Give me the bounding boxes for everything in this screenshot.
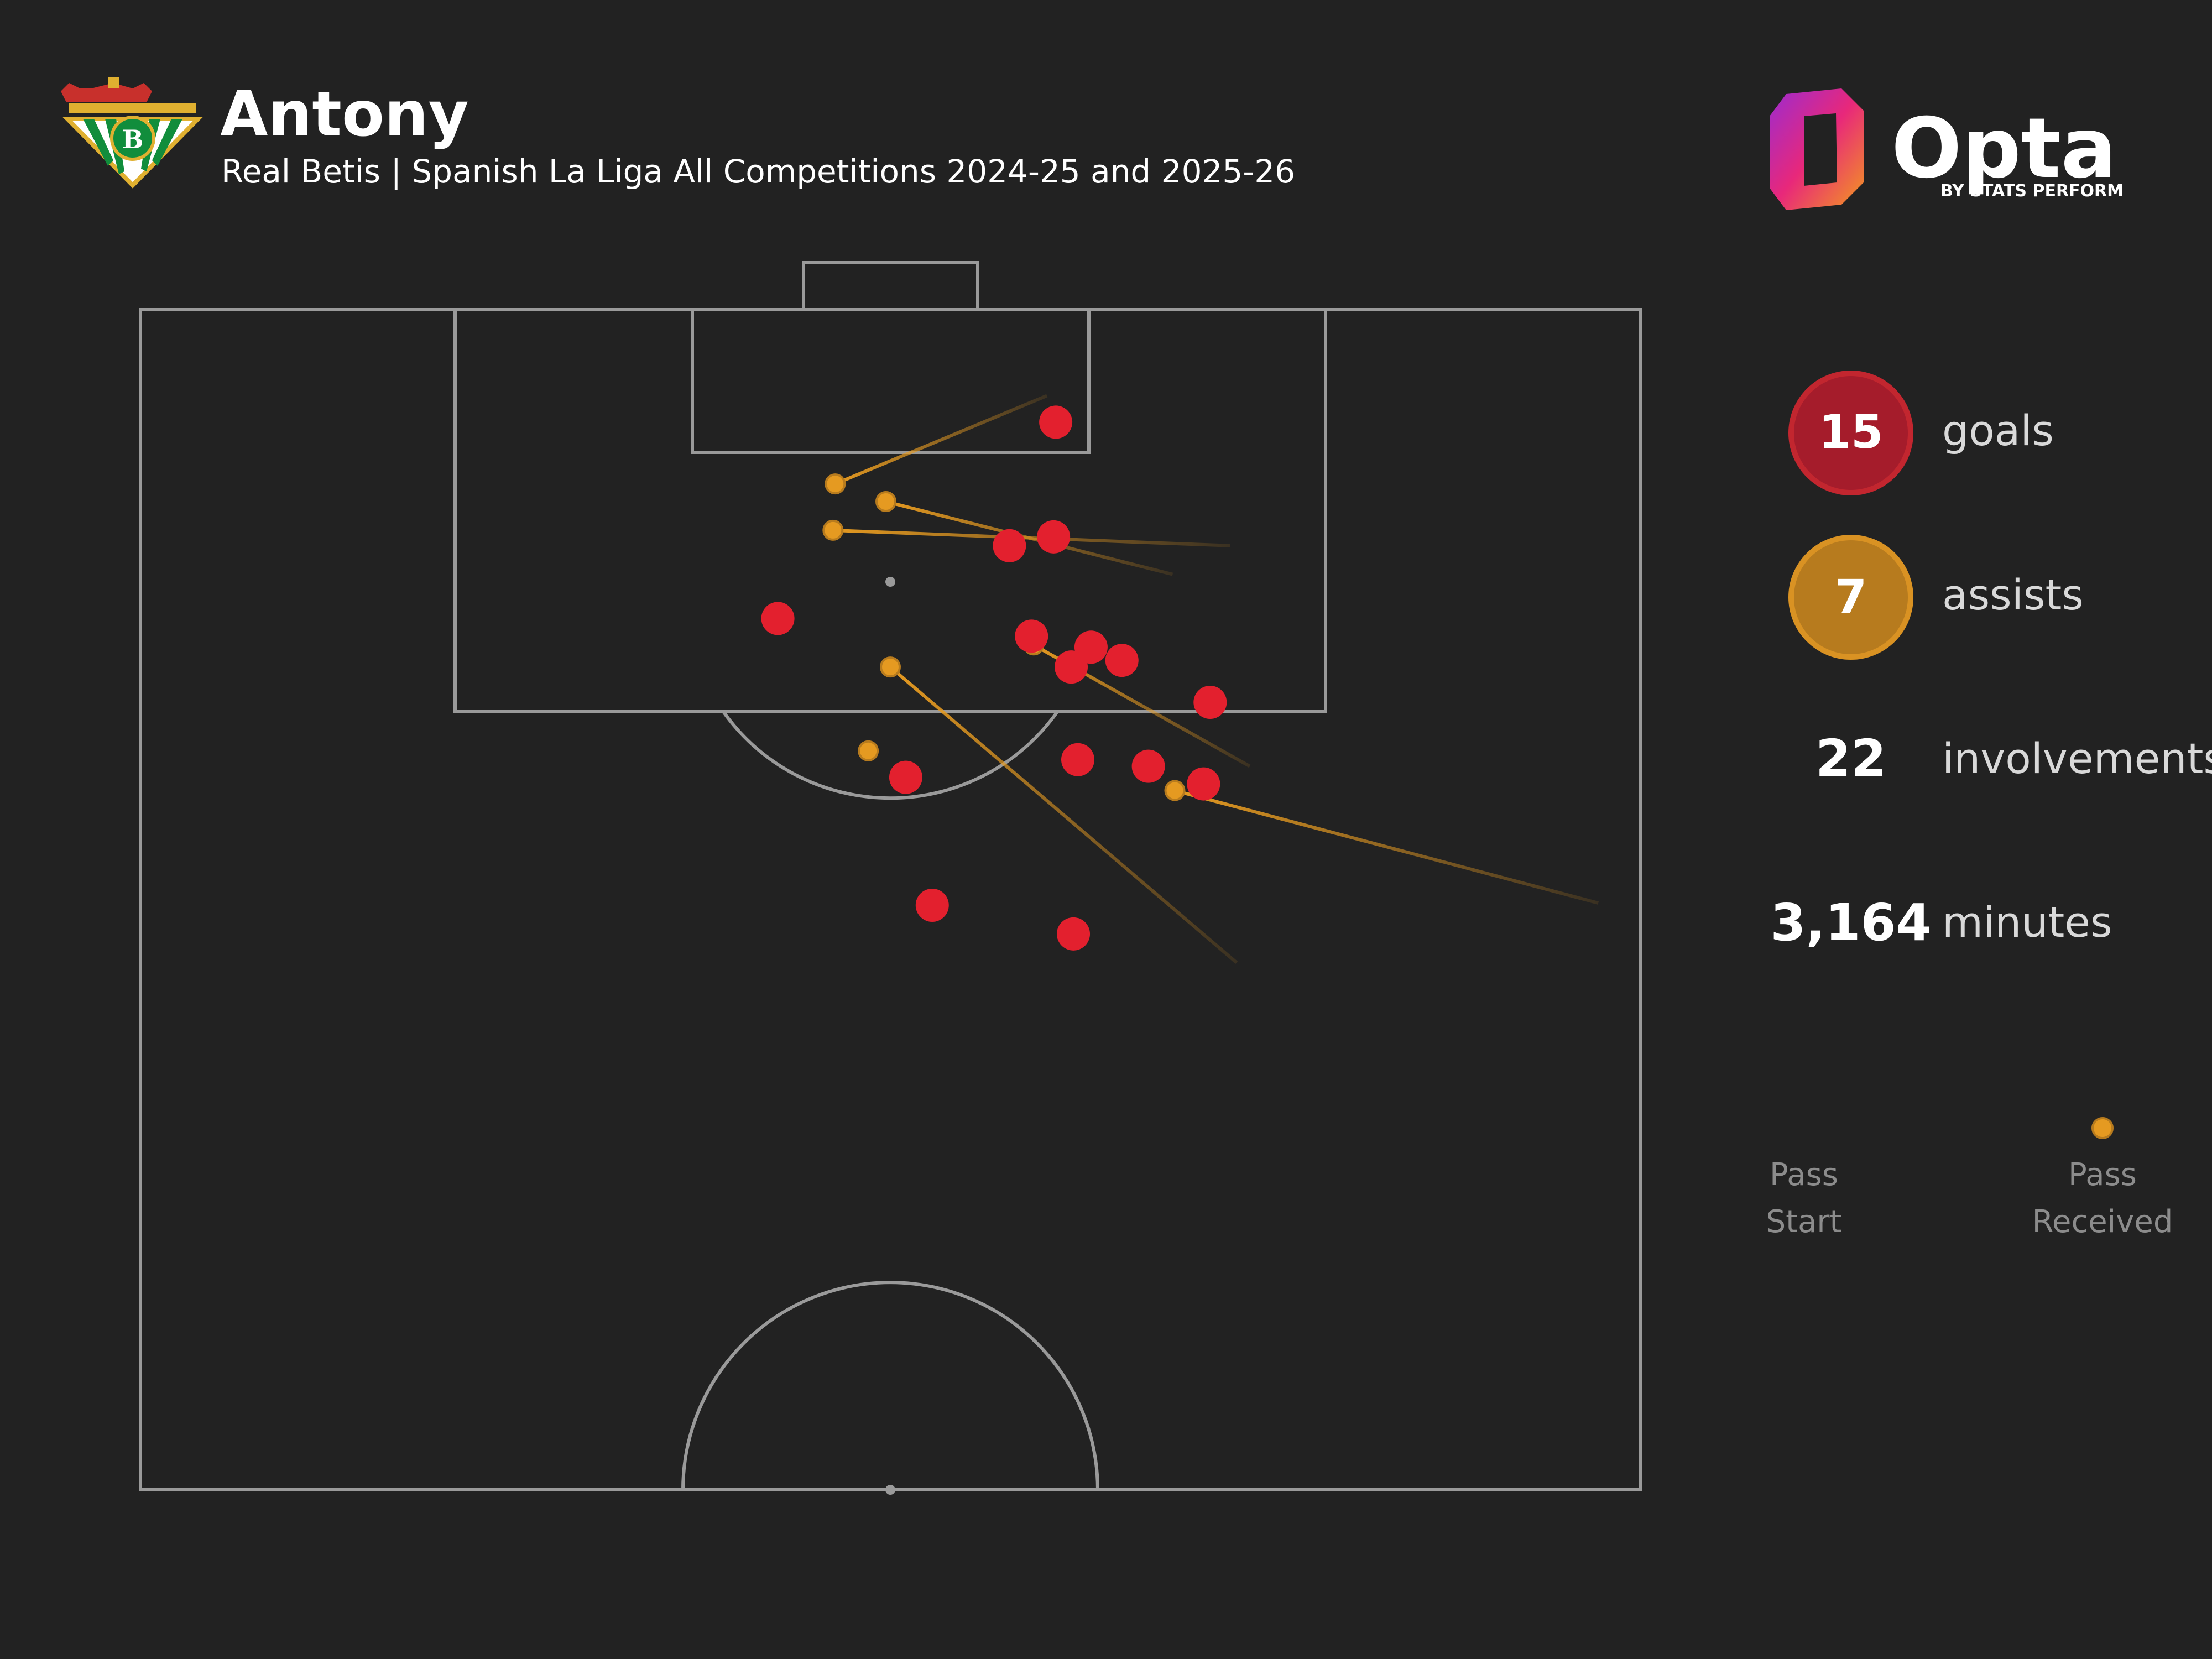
center-circle xyxy=(681,1281,1099,1490)
assist-pass-received-dot xyxy=(825,473,846,495)
assist-lines xyxy=(822,394,1599,964)
assist-pass-line xyxy=(1174,789,1599,905)
player-name: Antony xyxy=(220,79,469,150)
assists-label: assists xyxy=(1942,570,2084,619)
assists-badge xyxy=(1788,535,1913,660)
goal-marker xyxy=(1037,520,1071,554)
assist-pass-received-dot xyxy=(875,491,897,513)
assist-pass-received-dot xyxy=(858,740,879,761)
goal-markers xyxy=(761,405,1227,951)
legend-pass-received-dot xyxy=(2091,1117,2114,1139)
stat-involvements: 22 involvements xyxy=(1815,729,2212,788)
assist-pass-line xyxy=(889,665,1238,964)
assists-value: 7 xyxy=(1835,570,1867,624)
goal-marker xyxy=(1193,686,1227,719)
goal-marker xyxy=(1015,619,1048,653)
goal-marker xyxy=(1187,767,1220,801)
legend-end-line1: Pass xyxy=(2068,1157,2137,1193)
stat-goals: 15 goals xyxy=(1788,371,2054,495)
legend-end-line2: Received xyxy=(2032,1204,2173,1240)
goal xyxy=(802,261,979,311)
assist-pass-line xyxy=(833,528,1230,547)
involvements-label: involvements xyxy=(1942,734,2212,783)
goal-marker xyxy=(889,760,922,794)
real-betis-crest-icon: B xyxy=(61,77,204,189)
goals-label: goals xyxy=(1942,406,2054,455)
minutes-label: minutes xyxy=(1942,898,2112,947)
goal-marker xyxy=(915,888,949,922)
involvements-value: 22 xyxy=(1815,729,1886,788)
svg-text:B: B xyxy=(122,124,144,154)
goal-marker xyxy=(1057,917,1091,951)
goals-value: 15 xyxy=(1819,405,1884,459)
legend-start-line1: Pass xyxy=(1770,1157,1838,1193)
goal-marker xyxy=(1105,644,1139,677)
legend: Pass Start Pass Received xyxy=(1766,1117,2173,1240)
minutes-value: 3,164 xyxy=(1770,893,1931,952)
stat-assists: 7 assists xyxy=(1788,535,2084,660)
assist-pass-line xyxy=(834,394,1048,486)
stat-minutes: 3,164 minutes xyxy=(1770,893,2112,952)
opta-logo-icon xyxy=(1770,88,1864,210)
goal-marker xyxy=(1061,743,1094,776)
penalty-spot xyxy=(885,577,895,587)
goal-marker xyxy=(993,529,1026,562)
opta-byline: BY STATS PERFORM xyxy=(1940,181,2124,201)
legend-start-line2: Start xyxy=(1766,1204,1842,1240)
goals-badge xyxy=(1788,371,1913,495)
goal-marker xyxy=(761,602,795,635)
goal-marker xyxy=(1131,749,1165,783)
chart-subtitle: Real Betis | Spanish La Liga All Competi… xyxy=(221,153,1295,190)
assist-pass-received-dot xyxy=(880,656,901,678)
goal-marker xyxy=(1055,650,1088,684)
center-spot xyxy=(885,1485,895,1495)
goal-marker xyxy=(1039,405,1073,439)
opta-brand-name: Opta xyxy=(1891,101,2117,197)
assist-pass-received-dot xyxy=(822,519,844,541)
assist-pass-received-dot xyxy=(1164,780,1186,801)
penalty-arc xyxy=(722,711,1059,800)
